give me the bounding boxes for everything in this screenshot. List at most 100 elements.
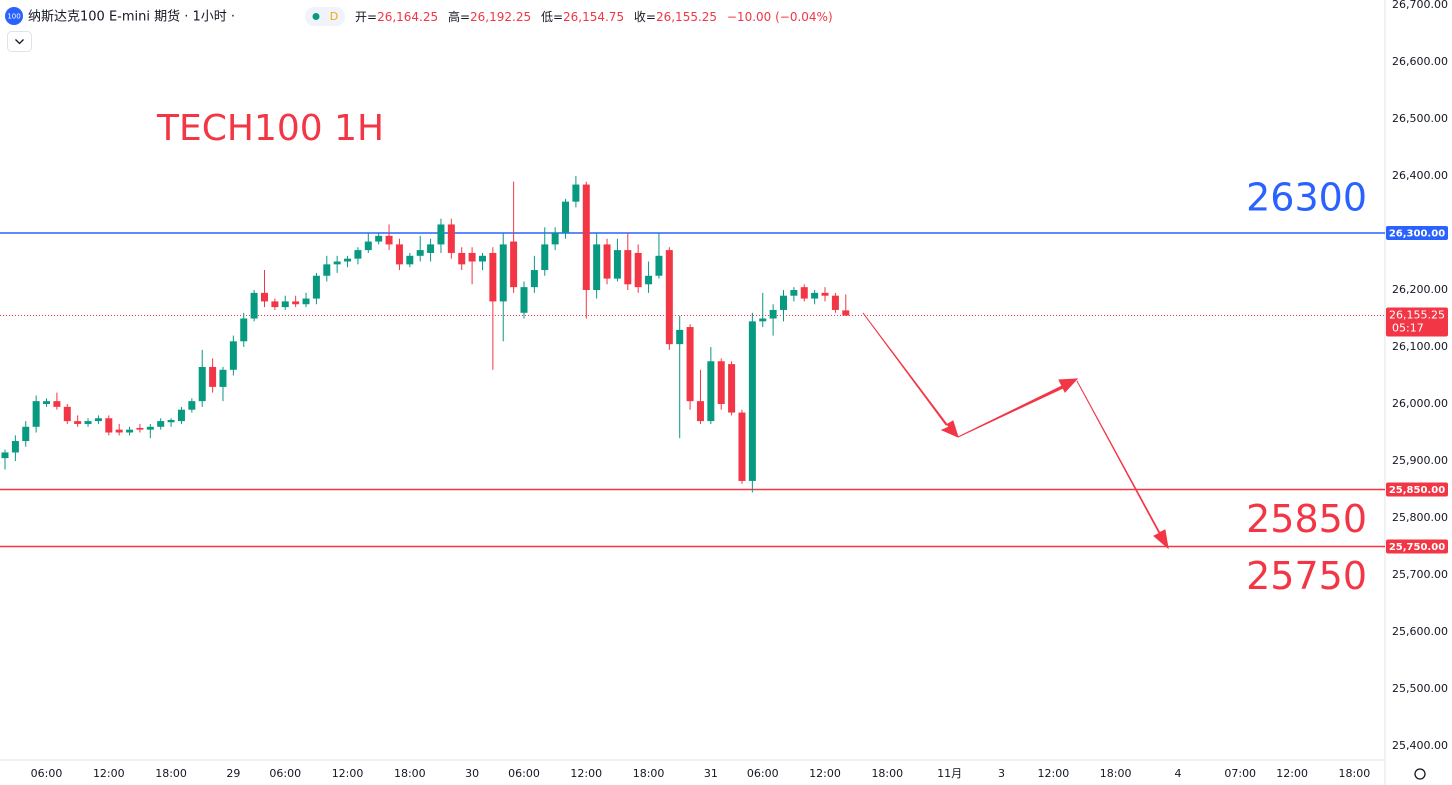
level-tag <box>1386 539 1448 554</box>
candle-body <box>811 292 819 299</box>
candle-body <box>136 427 144 430</box>
candle-body <box>686 327 694 402</box>
candle-body <box>427 244 435 253</box>
candle-body <box>105 418 113 433</box>
candle-body <box>624 250 632 285</box>
level-tag <box>1386 482 1448 497</box>
candle-body <box>790 290 798 296</box>
candle-body <box>115 429 123 433</box>
candle-body <box>748 321 756 481</box>
candle-body <box>478 255 486 262</box>
candle-body <box>240 318 248 342</box>
candle-body <box>53 401 61 407</box>
candle-body <box>74 421 82 424</box>
candle-body <box>63 406 71 422</box>
y-tick-label: 26,600.00 <box>1392 55 1448 68</box>
level-label: 25850 <box>1246 497 1367 541</box>
candle-body <box>302 298 310 305</box>
candle-body <box>696 401 704 422</box>
badge[interactable] <box>305 7 345 26</box>
projection-arrows <box>862 312 1169 550</box>
candle-body <box>94 418 102 422</box>
candle-body <box>292 301 300 305</box>
candle-body <box>437 224 445 245</box>
x-tick-label: 06:00 <box>269 767 301 780</box>
candle-body <box>209 366 217 387</box>
x-tick-label: 12:00 <box>93 767 125 780</box>
candle-body <box>395 244 403 265</box>
level-tag-label: 25,750.00 <box>1389 542 1445 553</box>
candle-body <box>613 250 621 279</box>
y-tick-label: 26,200.00 <box>1392 283 1448 296</box>
candle-body <box>634 252 642 288</box>
arrow <box>957 378 1079 438</box>
candle-body <box>281 301 289 308</box>
symbol-icon-text: 100 <box>7 13 20 21</box>
x-tick-label: 4 <box>1174 767 1181 780</box>
symbol-icon <box>5 7 23 25</box>
countdown: 05:17 <box>1392 322 1424 335</box>
candle-body <box>364 241 372 251</box>
candle-body <box>333 261 341 265</box>
candle-body <box>271 301 279 308</box>
candle-body <box>250 292 258 319</box>
x-tick-label: 3 <box>998 767 1005 780</box>
candle-body <box>177 409 185 422</box>
candle-body <box>323 264 331 276</box>
candle-body <box>551 233 559 245</box>
candle-body <box>541 244 549 271</box>
x-tick-label: 11月 <box>937 767 962 780</box>
candle-body <box>146 426 154 430</box>
candle-body <box>738 412 746 481</box>
candle-body <box>499 244 507 302</box>
candle-body <box>676 329 684 345</box>
x-tick-label: 12:00 <box>332 767 364 780</box>
candle-body <box>198 366 206 402</box>
arrow <box>862 312 959 438</box>
chevron <box>15 39 24 45</box>
candle-body <box>219 369 227 387</box>
candle-body <box>458 252 466 265</box>
x-tick-label: 18:00 <box>1339 767 1371 780</box>
x-tick-label: 06:00 <box>31 767 63 780</box>
x-tick-label: 06:00 <box>747 767 779 780</box>
annotation-title: TECH100 1H <box>156 108 384 149</box>
y-tick-label: 25,700.00 <box>1392 568 1448 581</box>
level-label: 26300 <box>1246 176 1367 220</box>
candle-body <box>406 255 414 265</box>
x-tick-label: 18:00 <box>394 767 426 780</box>
candle-body <box>84 421 92 424</box>
ohlc-label: 低= <box>541 10 563 24</box>
candle-body <box>800 287 808 299</box>
level-label: 25750 <box>1246 554 1367 598</box>
collapse-button[interactable] <box>7 31 32 52</box>
candle-body <box>655 255 663 276</box>
candle-body <box>831 295 839 310</box>
y-tick-label: 25,900.00 <box>1392 454 1448 467</box>
ohlc: 开=26,164.25 高=26,192.25 低=26,154.75 收=26… <box>355 9 833 24</box>
x-tick-label: 31 <box>704 767 718 780</box>
ohlc-value: 26,164.25 <box>377 10 438 24</box>
y-tick-label: 25,800.00 <box>1392 511 1448 524</box>
badge-text: D <box>330 10 338 23</box>
candle-body <box>11 441 19 453</box>
candle-body <box>759 318 767 322</box>
settings-icon[interactable] <box>1414 768 1426 780</box>
x-tick-label: 18:00 <box>633 767 665 780</box>
y-tick-label: 26,000.00 <box>1392 397 1448 410</box>
ohlc-value: 26,192.25 <box>470 10 531 24</box>
candle-body <box>261 292 268 302</box>
arrow <box>1076 380 1169 550</box>
candle-body <box>582 184 590 290</box>
x-tick-label: 12:00 <box>809 767 841 780</box>
candle-body <box>665 250 673 345</box>
candle-body <box>707 361 715 422</box>
candle-body <box>489 252 497 302</box>
y-tick-label: 26,700.00 <box>1392 0 1448 11</box>
candle-body <box>562 201 570 233</box>
y-tick-label: 26,100.00 <box>1392 340 1448 353</box>
candle-body <box>780 295 787 310</box>
x-tick-label: 06:00 <box>508 767 540 780</box>
x-tick-label: 18:00 <box>871 767 903 780</box>
candle-body <box>603 244 611 279</box>
